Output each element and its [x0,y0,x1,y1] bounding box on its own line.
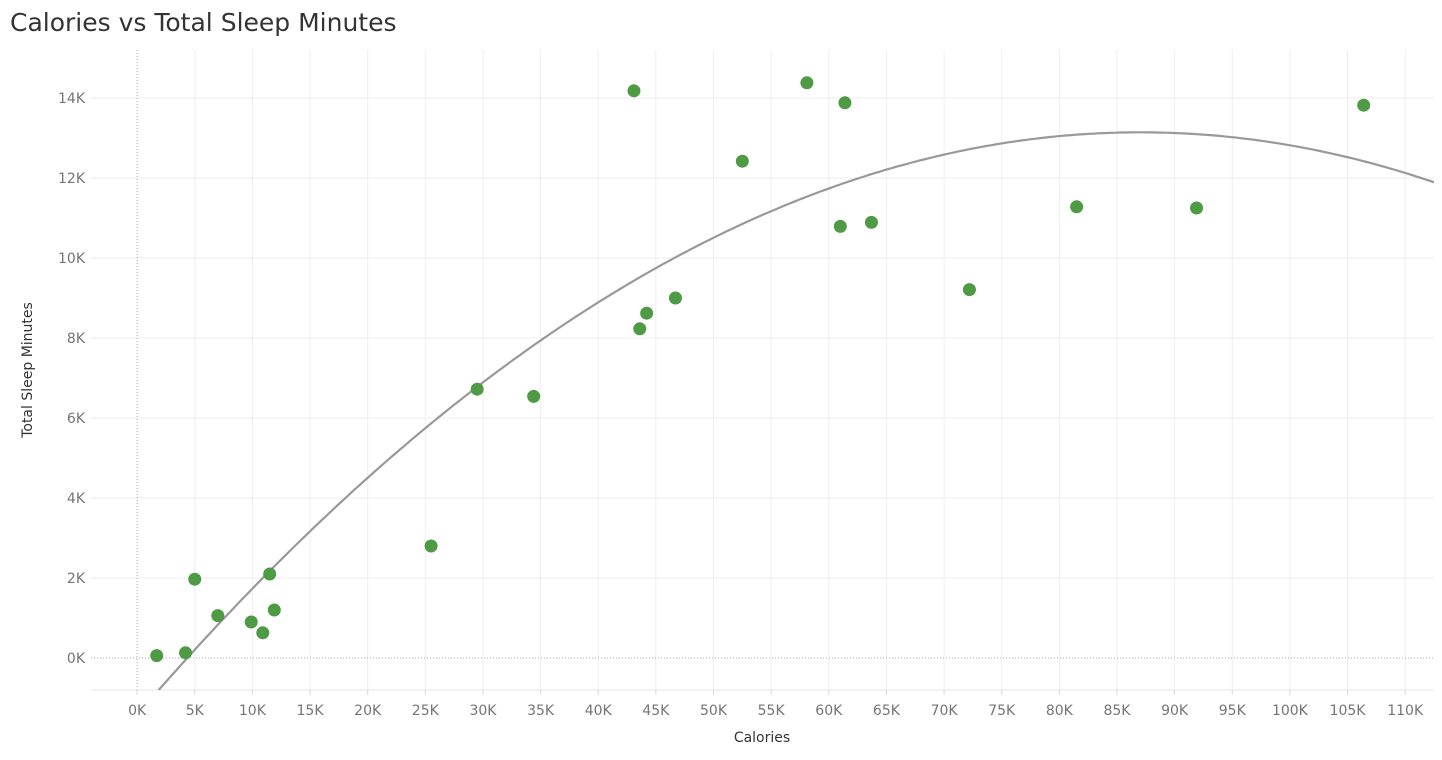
data-point[interactable] [179,646,193,660]
x-tick-label: 20K [354,703,382,719]
y-gridlines [91,97,1434,579]
data-point[interactable] [256,626,270,640]
data-point[interactable] [838,96,852,110]
x-tick-label: 35K [527,703,555,719]
x-tick-label: 25K [412,703,440,719]
data-point[interactable] [527,389,541,403]
data-point[interactable] [188,572,202,586]
x-tick-label: 75K [988,703,1016,719]
data-point[interactable] [211,609,225,623]
y-tick-label: 4K [67,491,86,507]
data-point[interactable] [627,84,641,98]
y-tick-label: 2K [67,571,86,587]
data-point[interactable] [263,567,277,581]
y-axis: 0K 2K 4K 6K 8K 10K 12K 14K [58,91,86,667]
data-point[interactable] [1070,200,1084,214]
y-tick-label: 8K [67,331,86,347]
data-point[interactable] [244,615,258,629]
data-point[interactable] [735,154,749,168]
x-tick-label: 15K [297,703,325,719]
x-tick-label: 50K [700,703,728,719]
trend-line-layer [157,131,1434,690]
x-tick-label: 70K [931,703,959,719]
x-tick-label: 65K [873,703,901,719]
data-point[interactable] [833,219,847,233]
chart-title: Calories vs Total Sleep Minutes [10,8,397,37]
x-tick-label: 0K [128,703,147,719]
x-tick-label: 110K [1387,703,1424,719]
data-point[interactable] [962,283,976,297]
data-point[interactable] [633,322,647,336]
x-tick-label: 55K [758,703,786,719]
x-tick-label: 30K [469,703,497,719]
y-tick-label: 10K [58,251,86,267]
x-tick-label: 40K [585,703,613,719]
data-point[interactable] [640,306,654,320]
y-tick-label: 6K [67,411,86,427]
x-tick-label: 60K [815,703,843,719]
data-point[interactable] [424,539,438,553]
x-tick-label: 85K [1103,703,1131,719]
data-point[interactable] [1357,98,1371,112]
data-point[interactable] [864,215,878,229]
data-point[interactable] [470,382,484,396]
y-tick-label: 12K [58,171,86,187]
x-gridlines [194,50,1406,690]
x-tick-label: 10K [239,703,267,719]
y-axis-title: Total Sleep Minutes [20,302,36,439]
data-point[interactable] [668,291,682,305]
x-tick-label: 45K [642,703,670,719]
zero-lines [91,50,1434,690]
x-tick-label: 95K [1219,703,1247,719]
y-tick-label: 0K [67,651,86,667]
x-axis: 0K 5K 10K 15K 20K 25K 30K 35K 40K 45K 50K 55K 60K 65K… [128,690,1424,719]
data-point[interactable] [150,649,164,663]
x-tick-label: 80K [1046,703,1074,719]
y-tick-label: 14K [58,91,86,107]
x-tick-label: 90K [1161,703,1189,719]
data-point[interactable] [1190,201,1204,215]
x-axis-title: Calories [734,730,790,746]
trend-line [157,131,1434,690]
x-tick-label: 100K [1272,703,1309,719]
data-point[interactable] [800,76,814,90]
data-points [150,76,1371,663]
data-point[interactable] [267,603,281,617]
x-tick-label: 105K [1330,703,1367,719]
x-tick-label: 5K [186,703,205,719]
